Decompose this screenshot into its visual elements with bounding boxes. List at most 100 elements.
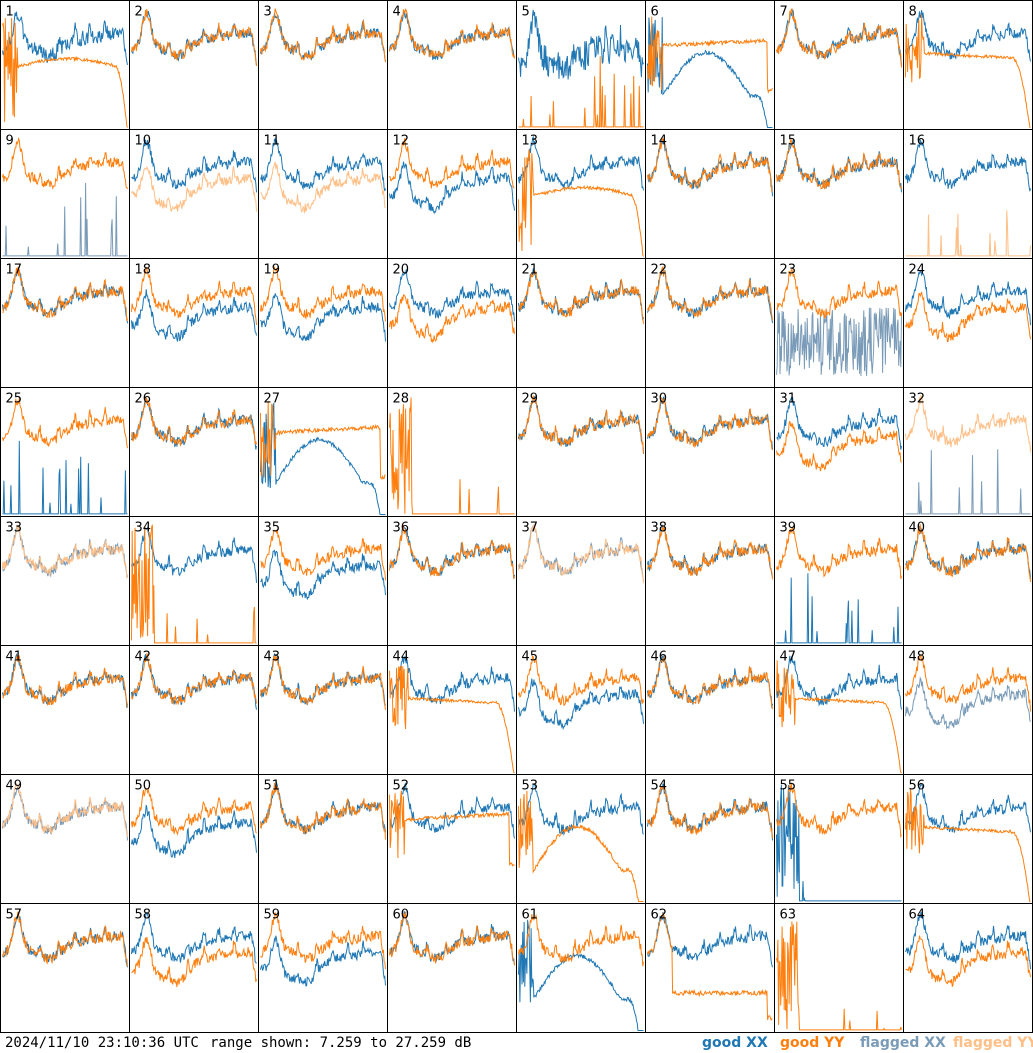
series-yy-line	[260, 8, 386, 63]
tile-57: 57	[0, 903, 130, 1033]
tile-frame	[774, 129, 904, 259]
series-xx-line	[389, 656, 515, 712]
series-yy-line	[905, 935, 1031, 987]
tile-8: 8	[903, 0, 1033, 130]
tile-45: 45	[516, 645, 646, 775]
tile-19: 19	[258, 258, 388, 388]
series-yy-line	[131, 936, 257, 988]
tile-number: 46	[651, 650, 668, 665]
tile-number: 27	[264, 392, 281, 407]
series-yy-line	[2, 654, 128, 708]
tile-number: 39	[780, 521, 797, 536]
tile-50: 50	[129, 774, 259, 904]
series-yy-line	[518, 655, 644, 706]
tile-22: 22	[645, 258, 775, 388]
series-xx-line	[776, 396, 902, 450]
tile-number: 59	[264, 908, 281, 923]
tile-frame	[774, 387, 904, 517]
tile-24: 24	[903, 258, 1033, 388]
tile-6: 6	[645, 0, 775, 130]
series-xx-line	[647, 912, 773, 968]
tile-52: 52	[387, 774, 517, 904]
tile-27: 27	[258, 387, 388, 517]
tile-number: 58	[135, 908, 152, 923]
tile-number: 38	[651, 521, 668, 536]
tile-13: 13	[516, 129, 646, 259]
series-yy-line	[518, 524, 644, 584]
series-yy-line	[776, 526, 902, 580]
legend-flagged-yy: flagged YY	[953, 1035, 1033, 1051]
tile-58: 58	[129, 903, 259, 1033]
tile-frame	[645, 258, 775, 388]
tile-number: 12	[393, 134, 410, 149]
series-yy-line	[776, 420, 902, 472]
tile-43: 43	[258, 645, 388, 775]
series-yy-line	[905, 653, 1031, 712]
series-xx-line	[905, 139, 1031, 192]
tile-number: 30	[651, 392, 668, 407]
tile-15: 15	[774, 129, 904, 259]
series-yy-line	[776, 139, 902, 191]
series-yy-line	[518, 913, 644, 967]
tile-63: 63	[774, 903, 904, 1033]
series-xx-line	[389, 161, 515, 215]
range-label: range shown: 7.259 to 27.259 dB	[210, 1035, 472, 1051]
tile-12: 12	[387, 129, 517, 259]
series-xx-line	[2, 11, 128, 66]
tile-frame	[903, 258, 1033, 388]
tile-4: 4	[387, 0, 517, 130]
tile-number: 48	[909, 650, 926, 665]
series-yy-line	[905, 395, 1031, 453]
tile-frame	[903, 903, 1033, 1033]
tile-number: 21	[522, 263, 539, 278]
tile-number: 62	[651, 908, 668, 923]
series-yy-line	[260, 783, 386, 840]
tile-number: 57	[6, 908, 23, 923]
legend-good-xx: good XX	[702, 1035, 768, 1051]
tile-number: 13	[522, 134, 539, 149]
series-yy-line	[905, 524, 1031, 583]
tile-35: 35	[258, 516, 388, 646]
series-xx-line	[389, 269, 515, 322]
tile-number: 24	[909, 263, 926, 278]
series-yy-line	[647, 397, 773, 451]
series-xx-line	[518, 678, 644, 731]
tile-49: 49	[0, 774, 130, 904]
tile-53: 53	[516, 774, 646, 904]
series-xx-line	[905, 269, 1031, 326]
series-xx-line	[260, 138, 386, 192]
tile-number: 41	[6, 650, 23, 665]
series-yy-line	[647, 526, 773, 580]
series-yy-line	[131, 397, 257, 448]
series-yy-line	[131, 524, 257, 644]
series-yy-line	[260, 161, 386, 214]
series-yy-line	[518, 56, 644, 128]
tile-37: 37	[516, 516, 646, 646]
tile-number: 7	[780, 5, 788, 20]
tile-33: 33	[0, 516, 130, 646]
series-yy-line	[905, 291, 1031, 343]
tile-number: 14	[651, 134, 668, 149]
series-yy-line	[647, 16, 773, 94]
series-xx-line	[2, 269, 128, 324]
series-yy-line	[905, 14, 1031, 128]
series-xx-line	[776, 573, 902, 644]
series-yy-line	[518, 790, 644, 902]
tile-number: 43	[264, 650, 281, 665]
series-yy-line	[260, 400, 386, 481]
tile-44: 44	[387, 645, 517, 775]
series-yy-line	[389, 8, 515, 59]
series-yy-line	[776, 921, 902, 1031]
tile-3: 3	[258, 0, 388, 130]
series-yy-line	[776, 267, 902, 319]
series-xx-line	[2, 440, 128, 515]
series-yy-line	[518, 395, 644, 454]
tile-40: 40	[903, 516, 1033, 646]
series-xx-line	[776, 784, 902, 902]
tile-number: 31	[780, 392, 797, 407]
series-yy-line	[389, 665, 515, 773]
tile-56: 56	[903, 774, 1033, 904]
series-xx-line	[905, 676, 1031, 730]
series-yy-line	[260, 912, 386, 970]
